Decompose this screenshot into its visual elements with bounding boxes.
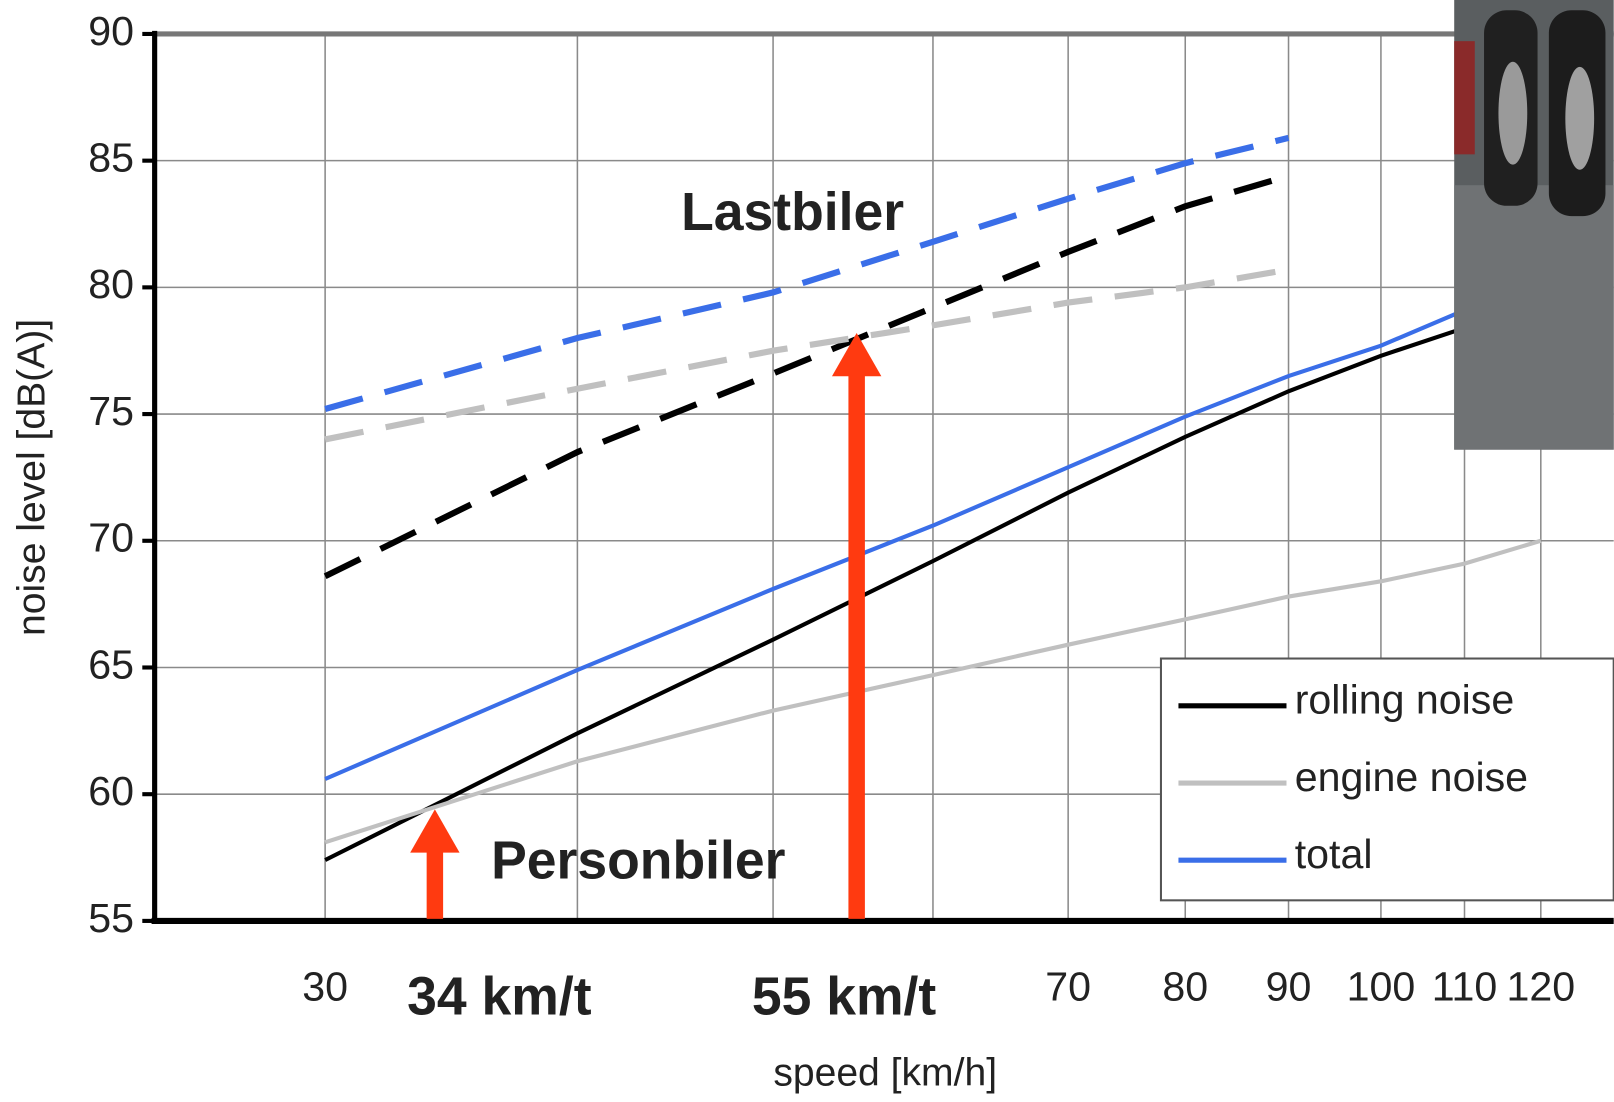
- photo-hub: [1565, 66, 1595, 170]
- annotation: Personbiler: [491, 831, 786, 890]
- legend-label: total: [1295, 831, 1373, 877]
- x-tick-label: 80: [1162, 964, 1208, 1010]
- x-tick-label: 90: [1266, 964, 1312, 1010]
- legend-label: rolling noise: [1295, 677, 1515, 723]
- arrow-label: 55 km/t: [752, 967, 937, 1026]
- y-tick-label: 80: [88, 261, 134, 307]
- photo-hub: [1498, 61, 1528, 165]
- label-bg: [365, 962, 634, 1040]
- photo-red: [1454, 41, 1475, 155]
- legend-label: engine noise: [1295, 754, 1528, 800]
- y-tick-label: 90: [88, 8, 134, 54]
- x-tick-label: 30: [302, 964, 348, 1010]
- y-axis-label: noise level [dB(A)]: [11, 319, 54, 636]
- label-bg: [710, 962, 978, 1040]
- x-tick-label: 120: [1506, 964, 1575, 1010]
- arrow-shaft: [426, 850, 444, 919]
- dashed-line: [324, 134, 1290, 412]
- truck-photo: [1454, 0, 1614, 450]
- y-tick-label: 55: [88, 895, 134, 941]
- x-tick-label: 70: [1045, 964, 1091, 1010]
- y-tick-label: 65: [88, 641, 134, 687]
- photo-road: [1454, 185, 1614, 450]
- arrow-label: 34 km/t: [407, 967, 592, 1026]
- annotation: Lastbiler: [681, 183, 904, 242]
- line: [324, 325, 1466, 862]
- line: [324, 538, 1542, 845]
- arrow-head: [831, 332, 882, 377]
- y-tick-label: 75: [88, 388, 134, 434]
- x-tick-label: 110: [1432, 964, 1498, 1010]
- x-axis-label: speed [km/h]: [773, 1052, 997, 1095]
- y-tick-label: 85: [88, 135, 134, 181]
- arrow-shaft: [848, 374, 865, 919]
- arrow-head: [410, 809, 460, 853]
- y-tick-label: 70: [88, 515, 134, 561]
- x-tick-label: 100: [1347, 964, 1416, 1010]
- dashed-line: [323, 172, 1290, 580]
- dashed-line: [324, 266, 1290, 443]
- line: [324, 308, 1466, 781]
- y-tick-label: 60: [88, 768, 134, 814]
